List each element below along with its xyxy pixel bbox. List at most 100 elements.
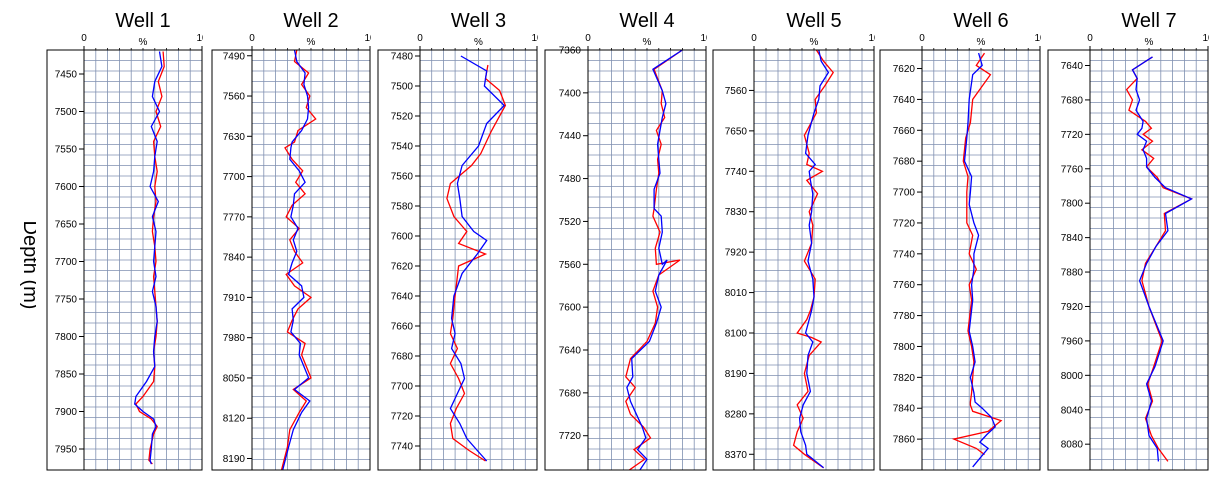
panel-title: Well 4 [619, 10, 674, 32]
y-tick-label: 7880 [1061, 268, 1084, 279]
y-tick-label: 8050 [223, 373, 246, 384]
y-tick-label: 8370 [725, 450, 748, 461]
y-tick-label: 7400 [559, 88, 582, 99]
y-tick-label: 7850 [55, 370, 78, 381]
x-tick-label: 0 [919, 33, 925, 44]
panel-title: Well 1 [115, 10, 170, 32]
y-tick-label: 7560 [559, 260, 582, 271]
panel-title: Well 6 [953, 10, 1008, 32]
well-panel-7: Well 7 0 10% 7640 7680 7720 7760 7800 7840 7880 79… [1047, 10, 1209, 471]
y-tick-label: 7720 [391, 412, 414, 423]
y-tick-label: 7680 [1061, 95, 1084, 106]
y-tick-label: 7740 [391, 442, 414, 453]
y-tick-label: 7740 [893, 249, 916, 260]
well-panel-3: Well 3 0 10% 7480 7500 7520 7540 7560 7580 7600 76… [377, 10, 538, 471]
x-tick-label: 0 [417, 33, 423, 44]
y-tick-label: 7620 [391, 262, 414, 273]
x-tick-label: 10 [1034, 33, 1041, 44]
panel-frame [879, 49, 1041, 471]
y-tick-label: 8000 [1061, 371, 1084, 382]
panel-frame [46, 49, 203, 471]
y-tick-label: 7840 [223, 253, 246, 264]
y-tick-label: 7540 [391, 142, 414, 153]
well-panel-6: Well 6 0 10% 7620 7640 7660 7680 7700 7720 7740 77… [879, 10, 1041, 471]
panel-title: Well 2 [283, 10, 338, 32]
y-tick-label: 7450 [55, 70, 78, 81]
y-tick-label: 7560 [223, 92, 246, 103]
panel-frame [377, 49, 538, 471]
x-tick-label: 0 [1087, 33, 1093, 44]
y-tick-label: 7620 [893, 64, 916, 75]
x-tick-label: 10 [196, 33, 203, 44]
y-tick-label: 7700 [223, 172, 246, 183]
y-tick-label: 8080 [1061, 440, 1084, 451]
x-tick-label: 10 [1202, 33, 1209, 44]
series-line-blue [626, 50, 683, 470]
y-tick-label: 7560 [391, 172, 414, 183]
y-tick-label: 7680 [893, 157, 916, 168]
y-tick-label: 7800 [1061, 199, 1084, 210]
y-tick-label: 7600 [391, 232, 414, 243]
grid [252, 50, 370, 470]
y-tick-label: 7640 [391, 292, 414, 303]
y-tick-label: 7700 [893, 188, 916, 199]
y-tick-label: 7780 [893, 311, 916, 322]
y-tick-label: 8190 [725, 369, 748, 380]
grid [84, 50, 202, 470]
y-tick-label: 7640 [559, 346, 582, 357]
y-tick-label: 7920 [725, 248, 748, 259]
y-axis-label-area: Depth (m) [19, 221, 36, 310]
y-tick-label: 7360 [559, 46, 582, 57]
y-tick-label: 7500 [391, 82, 414, 93]
y-tick-label: 7480 [391, 52, 414, 63]
panel-frame [1047, 49, 1209, 471]
panel-frame [211, 49, 371, 471]
y-tick-label: 7550 [55, 145, 78, 156]
grid [588, 50, 706, 470]
well-panel-4: Well 4 0 10% 7360 7400 7440 7480 7520 7560 7600 76… [544, 10, 707, 471]
well-panel-2: Well 2 0 10% 7490 7560 7630 7700 7770 7840 7910 79… [211, 10, 371, 471]
y-tick-label: 7760 [893, 280, 916, 291]
grid [1090, 50, 1208, 470]
y-tick-label: 7700 [391, 382, 414, 393]
y-tick-label: 7720 [893, 218, 916, 229]
x-tick-label: 10 [364, 33, 371, 44]
y-tick-label: 7950 [55, 445, 78, 456]
y-tick-label: 7820 [893, 373, 916, 384]
well-panel-5: Well 5 0 10% 7560 7650 7740 7830 7920 8010 8100 81… [712, 10, 875, 471]
y-tick-label: 8190 [223, 454, 246, 465]
y-tick-label: 7490 [223, 51, 246, 62]
series-line-red [1125, 56, 1194, 462]
y-tick-label: 7480 [559, 174, 582, 185]
panel-frame [544, 49, 707, 471]
y-tick-label: 7650 [725, 126, 748, 137]
y-tick-label: 7440 [559, 131, 582, 142]
y-tick-label: 7800 [55, 332, 78, 343]
y-tick-label: 7520 [559, 217, 582, 228]
x-tick-label: 10 [700, 33, 707, 44]
y-tick-label: 7600 [55, 182, 78, 193]
y-tick-label: 7830 [725, 207, 748, 218]
y-tick-label: 7980 [223, 333, 246, 344]
y-tick-label: 7520 [391, 112, 414, 123]
x-axis-unit-label: % [307, 37, 316, 48]
y-tick-label: 7920 [1061, 302, 1084, 313]
x-tick-label: 0 [751, 33, 757, 44]
series-line-red [625, 50, 683, 470]
x-tick-label: 0 [585, 33, 591, 44]
x-tick-label: 0 [81, 33, 87, 44]
x-tick-label: 10 [531, 33, 538, 44]
x-axis-unit-label: % [977, 37, 986, 48]
x-axis-unit-label: % [643, 37, 652, 48]
y-tick-label: 7650 [55, 220, 78, 231]
y-tick-label: 7750 [55, 295, 78, 306]
panel-title: Well 3 [451, 10, 506, 32]
y-axis-label: Depth (m) [19, 221, 36, 310]
x-tick-label: 0 [249, 33, 255, 44]
y-tick-label: 7640 [1061, 61, 1084, 72]
series-line-red [280, 50, 317, 470]
y-tick-label: 7840 [1061, 233, 1084, 244]
y-tick-label: 7700 [55, 257, 78, 268]
y-tick-label: 7640 [893, 95, 916, 106]
series-line-blue [134, 51, 163, 465]
